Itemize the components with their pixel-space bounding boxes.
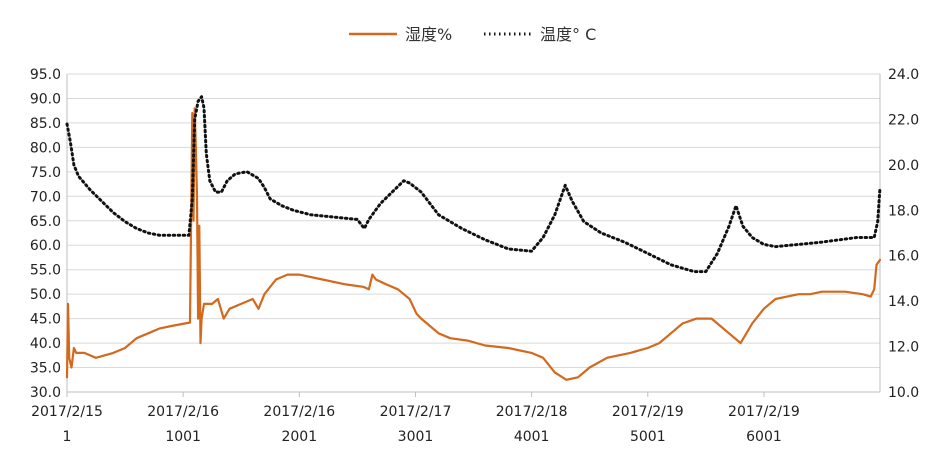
x-tick-date-label: 2017/2/16 — [147, 404, 219, 420]
y-tick-label: 45.0 — [30, 312, 61, 328]
series-layer — [65, 95, 882, 381]
x-tick-index-label: 1 — [63, 429, 72, 445]
y-tick-label: 80.0 — [30, 140, 61, 156]
y2-tick-label: 24.0 — [888, 67, 919, 83]
y2-tick-label: 16.0 — [888, 249, 919, 265]
y2-tick-label: 10.0 — [888, 385, 919, 401]
x-tick-date-label: 2017/2/16 — [263, 404, 335, 420]
x-tick-date-label: 2017/2/19 — [612, 404, 684, 420]
y-tick-label: 85.0 — [30, 116, 61, 132]
y-tick-label: 75.0 — [30, 165, 61, 181]
x-tick-date-label: 2017/2/15 — [31, 404, 103, 420]
x-tick-index-label: 4001 — [514, 429, 550, 445]
series-line-2 — [65, 95, 882, 274]
series-line-1 — [65, 107, 882, 381]
y2-tick-label: 14.0 — [888, 294, 919, 310]
grid-lines — [67, 73, 880, 369]
y2-tick-label: 18.0 — [888, 203, 919, 219]
x-tick-index-label: 5001 — [630, 429, 666, 445]
x-tick-date-label: 2017/2/18 — [496, 404, 568, 420]
y-tick-label: 40.0 — [30, 336, 61, 352]
y-tick-label: 55.0 — [30, 263, 61, 279]
legend-label-1: 湿度% — [405, 25, 452, 44]
x-tick-index-label: 2001 — [281, 429, 317, 445]
legend: 湿度% 温度° C — [349, 25, 596, 44]
x-tick-index-label: 3001 — [398, 429, 434, 445]
x-tick-index-label: 6001 — [746, 429, 782, 445]
y-tick-label: 95.0 — [30, 67, 61, 83]
legend-label-2: 温度° C — [540, 25, 596, 44]
x-tick-index-label: 1001 — [165, 429, 201, 445]
y-tick-label: 35.0 — [30, 361, 61, 377]
y2-tick-label: 20.0 — [888, 158, 919, 174]
y-tick-label: 90.0 — [30, 91, 61, 107]
y-tick-label: 60.0 — [30, 238, 61, 254]
y2-tick-label: 22.0 — [888, 112, 919, 128]
y2-tick-label: 12.0 — [888, 340, 919, 356]
tick-labels: 95.0 90.0 85.0 80.0 75.0 70.0 65.0 60.0 55.0 50.0… — [30, 67, 919, 445]
y-tick-label: 65.0 — [30, 214, 61, 230]
y-tick-label: 50.0 — [30, 287, 61, 303]
y-tick-label: 30.0 — [30, 385, 61, 401]
x-tick-date-label: 2017/2/19 — [728, 404, 800, 420]
x-tick-date-label: 2017/2/17 — [380, 404, 452, 420]
y-tick-label: 70.0 — [30, 189, 61, 205]
